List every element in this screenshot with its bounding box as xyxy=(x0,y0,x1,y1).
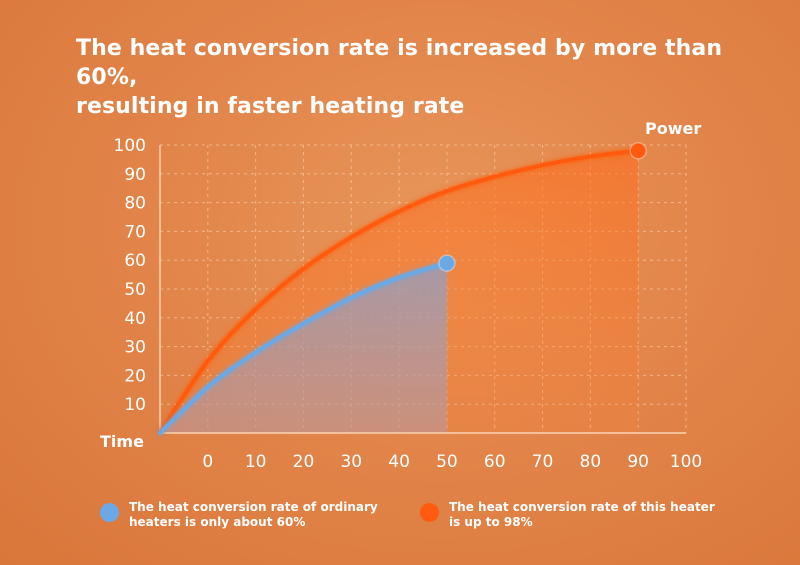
legend-label-ordinary: The heat conversion rate of ordinary hea… xyxy=(129,500,399,530)
x-tick-label-90: 90 xyxy=(627,452,649,472)
y-axis-label: Power xyxy=(645,119,701,138)
y-tick-label-10: 10 xyxy=(124,395,146,415)
y-tick-label-50: 50 xyxy=(124,280,146,300)
y-tick-label-70: 70 xyxy=(124,222,146,242)
series-endpoint-ordinary xyxy=(438,254,456,272)
series-areas xyxy=(160,150,639,433)
legend-ordinary-line-1: The heat conversion rate of ordinary xyxy=(129,500,378,514)
legend-dot-ordinary xyxy=(100,503,119,522)
y-tick-label-60: 60 xyxy=(124,251,146,271)
x-tick-label-0: 0 xyxy=(202,452,213,472)
series-endpoint-heater xyxy=(629,142,647,160)
legend-ordinary-line-2: heaters is only about 60% xyxy=(129,515,306,529)
legend-item-heater: The heat conversion rate of this heater … xyxy=(420,500,719,530)
legend-dot-heater xyxy=(420,503,439,522)
x-tick-label-30: 30 xyxy=(340,452,362,472)
x-tick-label-50: 50 xyxy=(436,452,458,472)
axes xyxy=(159,145,686,434)
legend-label-heater: The heat conversion rate of this heater … xyxy=(449,500,719,530)
x-tick-label-60: 60 xyxy=(484,452,506,472)
chart-title-line-2: resulting in faster heating rate xyxy=(76,94,465,119)
y-tick-label-80: 80 xyxy=(124,194,146,214)
y-tick-label-30: 30 xyxy=(124,338,146,358)
series-line-heater xyxy=(158,148,641,435)
series-area-ordinary xyxy=(160,263,447,433)
x-tick-label-10: 10 xyxy=(245,452,267,472)
series-lines xyxy=(158,142,647,435)
y-tick-label-90: 90 xyxy=(124,165,146,185)
y-tick-label-20: 20 xyxy=(124,366,146,386)
chart-title: The heat conversion rate is increased by… xyxy=(76,34,776,121)
x-tick-label-20: 20 xyxy=(293,452,315,472)
y-tick-label-40: 40 xyxy=(124,309,146,329)
legend-item-ordinary: The heat conversion rate of ordinary hea… xyxy=(100,500,399,530)
chart-title-line-1: The heat conversion rate is increased by… xyxy=(76,36,723,90)
x-tick-label-80: 80 xyxy=(580,452,602,472)
legend-heater-line-1: The heat conversion rate of this heater xyxy=(449,500,715,514)
x-axis-label: Time xyxy=(100,432,144,451)
tick-labels: 0 10 20 30 40 50 60 70 80 90 100 10 20 30 40 50 60 70 80 90… xyxy=(114,136,703,472)
legend-heater-line-2: is up to 98% xyxy=(449,515,533,529)
y-tick-label-100: 100 xyxy=(114,136,146,156)
x-tick-label-70: 70 xyxy=(532,452,554,472)
x-tick-label-40: 40 xyxy=(388,452,410,472)
x-tick-label-100: 100 xyxy=(670,452,702,472)
series-line-ordinary xyxy=(158,261,449,435)
